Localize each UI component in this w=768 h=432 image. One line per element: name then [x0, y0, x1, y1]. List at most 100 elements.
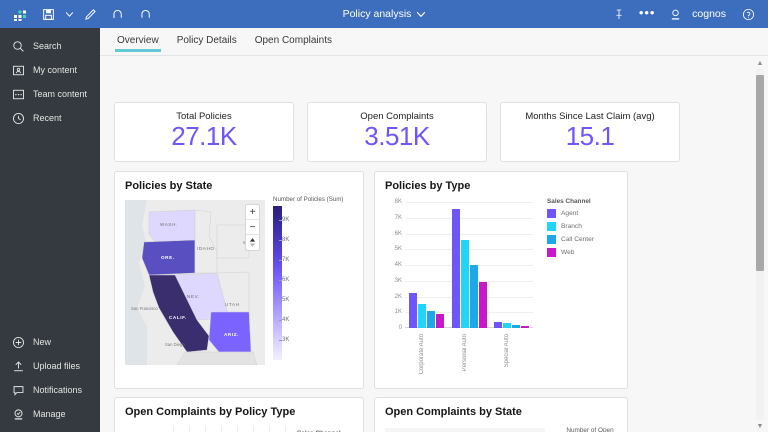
scroll-up-arrow-icon[interactable]: ▲	[756, 59, 764, 67]
document-title[interactable]: Policy analysis	[342, 8, 412, 20]
chart-gridline	[221, 426, 222, 432]
map-legend-tick: 6K	[278, 276, 290, 283]
tab-policy-details[interactable]: Policy Details	[176, 35, 237, 46]
rail-primary-group: Search My content	[0, 28, 100, 130]
legend-item-web[interactable]: Web	[547, 248, 625, 257]
canvas-vertical-scrollbar[interactable]: ▲ ▼	[752, 57, 768, 432]
map-zoom-in-icon[interactable]: +	[246, 205, 259, 220]
map-color-gradient-bar	[273, 206, 282, 360]
open-complaints-type-legend: Sales Channel Agent	[297, 430, 341, 432]
chart-bar[interactable]	[512, 325, 521, 328]
legend-item-call-center[interactable]: Call Center	[547, 235, 625, 244]
map-svg: WASH. ORE. IDAHO WYO. NEV. UTAH CALIF. A…	[125, 200, 265, 365]
sidebar-item-team-content[interactable]: Team content	[0, 82, 100, 106]
chart-bar[interactable]	[460, 239, 469, 328]
sidebar-item-manage[interactable]: Manage	[0, 402, 100, 426]
chart-y-tick-label: 0	[398, 325, 402, 331]
overflow-menu-icon[interactable]: •••	[638, 4, 656, 20]
chart-bar[interactable]	[494, 322, 503, 328]
help-icon[interactable]	[734, 0, 762, 28]
app-grid-icon[interactable]	[6, 0, 34, 28]
chart-gridline	[405, 312, 533, 314]
chart-bar[interactable]	[409, 292, 417, 328]
sidebar-item-manage-label: Manage	[33, 409, 66, 419]
chart-bar[interactable]	[418, 303, 426, 328]
legend-item-branch[interactable]: Branch	[547, 222, 625, 231]
edit-pencil-icon[interactable]	[76, 0, 104, 28]
redo-icon[interactable]	[132, 0, 160, 28]
chart-y-tick-label: 6K	[394, 230, 402, 237]
chart-gridline	[405, 280, 533, 282]
document-title-group: Policy analysis	[0, 0, 768, 28]
tab-overview[interactable]: Overview	[108, 28, 168, 52]
chart-gridline	[269, 426, 270, 432]
pin-icon[interactable]	[605, 0, 633, 28]
sidebar-item-upload-files[interactable]: Upload files	[0, 354, 100, 378]
map-reset-north-icon[interactable]	[246, 235, 259, 250]
chart-bar[interactable]	[503, 323, 512, 328]
sidebar-item-my-content-label: My content	[33, 65, 78, 75]
chart-gridline	[405, 202, 533, 203]
save-icon[interactable]	[34, 0, 62, 28]
map-legend-tick: 5K	[278, 296, 290, 303]
chart-y-tick-label: 1K	[394, 309, 402, 316]
scrollbar-thumb[interactable]	[756, 75, 764, 271]
undo-icon[interactable]	[104, 0, 132, 28]
widget-policies-by-type[interactable]: Policies by Type 0 1K 2K 3K 4K 5K 6K 7K 8K Corpo…	[374, 171, 628, 389]
sidebar-item-search[interactable]: Search	[0, 34, 100, 58]
chart-bar[interactable]	[436, 314, 444, 328]
chart-y-tick-label: 2K	[394, 293, 402, 300]
chart-bar[interactable]	[478, 281, 487, 328]
map-state-label: NEV.	[187, 294, 200, 299]
choropleth-map[interactable]: WASH. ORE. IDAHO WYO. NEV. UTAH CALIF. A…	[125, 200, 265, 365]
map-state-label: WASH.	[160, 222, 178, 227]
map-legend-body: 9K 8K 7K 6K 5K 4K 3K	[273, 206, 363, 360]
chart-gridline	[237, 426, 238, 432]
open-complaints-state-map[interactable]	[385, 428, 545, 432]
chart-legend-title: Sales Channel	[547, 198, 591, 205]
save-caret-icon[interactable]	[62, 0, 76, 28]
dashboard-canvas: Total Policies 27.1K Open Complaints 3.5…	[100, 57, 752, 432]
legend-swatch	[547, 248, 556, 257]
kpi-card-months-since-last-claim[interactable]: Months Since Last Claim (avg) 15.1	[500, 102, 680, 162]
search-icon	[11, 39, 26, 54]
chart-bar[interactable]	[469, 264, 478, 328]
widget-policies-by-state[interactable]: Policies by State	[114, 171, 364, 389]
map-legend-tick: 7K	[278, 256, 290, 263]
notification-bell-icon	[11, 383, 26, 398]
open-complaints-type-plot	[173, 426, 289, 432]
widget-open-complaints-by-state[interactable]: Open Complaints by State Number	[374, 397, 628, 432]
sidebar-item-recent[interactable]: Recent	[0, 106, 100, 130]
legend-label: Web	[561, 249, 575, 256]
chart-legend-items: Agent Branch Call Center Web	[547, 209, 625, 257]
user-avatar-icon[interactable]	[661, 0, 689, 28]
chart-bar-group	[451, 209, 487, 328]
map-zoom-controls[interactable]: + −	[245, 204, 260, 251]
legend-item-agent[interactable]: Agent	[547, 209, 625, 218]
sidebar-item-notifications[interactable]: Notifications	[0, 378, 100, 402]
legend-title: Sales Channel	[297, 430, 341, 432]
sidebar-item-my-content[interactable]: My content	[0, 58, 100, 82]
chart-x-tick-label: Corporate Auto	[419, 334, 425, 375]
scroll-down-arrow-icon[interactable]: ▼	[756, 422, 764, 430]
chart-bar[interactable]	[521, 325, 530, 328]
chart-bar[interactable]	[427, 311, 435, 328]
chart-y-tick-label: 8K	[394, 199, 402, 205]
content-area: Overview Policy Details Open Complaints …	[100, 28, 768, 432]
kpi-title: Total Policies	[176, 111, 232, 122]
kpi-card-open-complaints[interactable]: Open Complaints 3.51K	[307, 102, 487, 162]
map-zoom-out-icon[interactable]: −	[246, 220, 259, 235]
widget-open-complaints-by-policy-type[interactable]: Open Complaints by Policy Type Sales Cha…	[114, 397, 364, 432]
sidebar-item-new[interactable]: New	[0, 330, 100, 354]
document-title-chevron-down-icon[interactable]	[417, 11, 426, 17]
chart-gridline	[253, 426, 254, 432]
chart-plot-area: 0 1K 2K 3K 4K 5K 6K 7K 8K	[395, 199, 533, 331]
kpi-card-total-policies[interactable]: Total Policies 27.1K	[114, 102, 294, 162]
chart-bar-group	[494, 322, 530, 328]
chart-x-tick-label: Special Auto	[504, 334, 511, 368]
tab-open-complaints[interactable]: Open Complaints	[254, 35, 332, 46]
chart-gridline	[405, 217, 533, 219]
map-city-label: San Diego	[165, 342, 185, 347]
chart-bar[interactable]	[451, 209, 460, 328]
kpi-value: 15.1	[565, 121, 615, 151]
